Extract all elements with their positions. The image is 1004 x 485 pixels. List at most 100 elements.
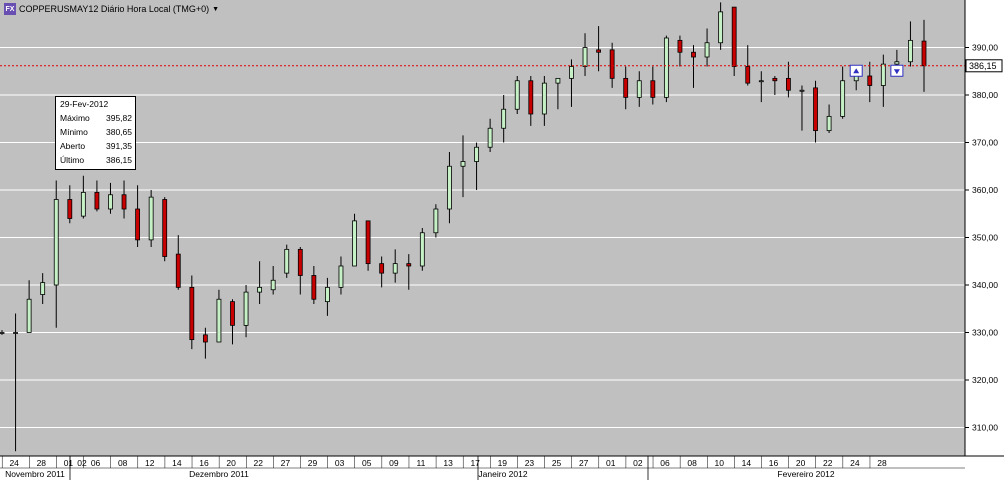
candle-body <box>663 37 669 98</box>
ohlc-tooltip: 29-Fev-2012 Máximo 395,82 Mínimo 380,65 … <box>55 96 136 170</box>
candle <box>908 21 913 67</box>
candle-body <box>202 334 208 343</box>
candle-body <box>135 208 140 241</box>
x-tick-label: 28 <box>877 458 887 468</box>
x-tick-label: 10 <box>715 458 725 468</box>
candle <box>569 59 574 107</box>
candle <box>636 71 642 107</box>
candle-body <box>569 66 574 79</box>
candle <box>786 61 791 98</box>
x-month-label: Janeiro 2012 <box>478 469 527 479</box>
chevron-down-icon[interactable]: ▼ <box>212 5 220 13</box>
tooltip-value: 395,82 <box>106 113 132 123</box>
candle-body <box>555 77 561 84</box>
x-tick-label: 16 <box>199 458 209 468</box>
candle <box>704 28 710 67</box>
candle <box>623 66 629 110</box>
candle-body <box>623 77 629 98</box>
candle-body <box>406 263 412 267</box>
candle-body <box>162 199 168 257</box>
x-tick-label: 11 <box>417 458 426 468</box>
x-axis-labels: 24 28 01 02 06 08 12 14 16 20 22 27 29 03 05 09 11 13 17 19… <box>1 456 887 480</box>
candle <box>501 95 507 143</box>
chart-title-bar[interactable]: FX COPPERUSMAY12 Diário Hora Local (TMG+… <box>4 2 219 16</box>
x-tick-label: 27 <box>281 458 291 468</box>
candle <box>338 256 344 295</box>
x-tick-label: 16 <box>769 458 779 468</box>
tooltip-date: 29-Fev-2012 <box>60 99 109 109</box>
x-tick-label: 06 <box>660 458 670 468</box>
candle <box>447 152 452 224</box>
candle-body <box>460 161 466 167</box>
candle-body <box>148 196 154 241</box>
candle-body <box>541 82 547 115</box>
candle <box>691 45 696 88</box>
candle-body <box>189 286 195 341</box>
candle-body <box>40 282 46 295</box>
tooltip-row-high: Máximo 395,82 <box>60 113 132 123</box>
candle <box>230 299 235 345</box>
x-tick-label: 03 <box>335 458 345 468</box>
candle <box>189 275 195 350</box>
candle <box>121 180 127 219</box>
candle <box>880 54 886 107</box>
candle <box>352 213 357 267</box>
candle-body <box>487 127 493 148</box>
candle-body <box>894 61 900 65</box>
buy-marker-icon[interactable] <box>849 64 863 77</box>
x-tick-label: 25 <box>552 458 562 468</box>
candle-body <box>636 80 642 98</box>
candle <box>731 6 737 76</box>
y-axis-panel <box>965 0 1004 456</box>
candle <box>799 85 805 131</box>
candle-layer <box>0 2 927 452</box>
candle <box>243 285 249 338</box>
tooltip-label: Mínimo <box>60 127 88 137</box>
y-tick-label: 350,00 <box>972 233 998 243</box>
tooltip-value: 380,65 <box>106 127 132 137</box>
x-tick-label: 08 <box>118 458 128 468</box>
x-tick-label: 19 <box>498 458 508 468</box>
marker-arrow <box>853 68 860 74</box>
candle-body <box>650 80 656 98</box>
x-tick-label: 05 <box>362 458 372 468</box>
candle <box>13 313 18 452</box>
candle-body <box>813 87 818 132</box>
x-tick-label: 06 <box>91 458 101 468</box>
candle <box>677 35 683 67</box>
candle <box>325 277 330 316</box>
x-tick-label: 02 <box>633 458 643 468</box>
candle <box>216 289 222 343</box>
y-tick-label: 370,00 <box>972 138 998 148</box>
x-tick-label: 29 <box>308 458 318 468</box>
candle-body <box>514 80 520 110</box>
x-tick-label: 14 <box>742 458 752 468</box>
y-tick-label: 380,00 <box>972 90 998 100</box>
candle-body <box>433 208 439 234</box>
candle <box>379 256 385 288</box>
candle-body <box>786 77 791 91</box>
x-tick-label: 22 <box>254 458 264 468</box>
candle-body <box>718 11 724 44</box>
candle-body <box>80 191 86 217</box>
candle-body <box>216 298 222 343</box>
candle <box>745 45 751 86</box>
candle <box>758 71 764 103</box>
sell-marker-icon[interactable] <box>890 64 904 77</box>
x-tick-label: 14 <box>172 458 182 468</box>
symbol-icon: FX <box>4 3 16 15</box>
tooltip-value: 386,15 <box>106 155 132 165</box>
candle-body <box>257 286 263 293</box>
last-price-tag: 386,15 <box>965 59 1003 73</box>
x-tick-label: 01 <box>606 458 616 468</box>
candle-body <box>582 47 588 67</box>
candle <box>406 254 412 290</box>
marker-arrow <box>893 69 900 75</box>
candle <box>0 330 5 335</box>
x-tick-label: 08 <box>687 458 697 468</box>
tooltip-row-last: Último 386,15 <box>60 155 132 165</box>
tooltip-label: Último <box>60 155 85 165</box>
candle <box>596 26 601 72</box>
candle <box>94 180 100 212</box>
